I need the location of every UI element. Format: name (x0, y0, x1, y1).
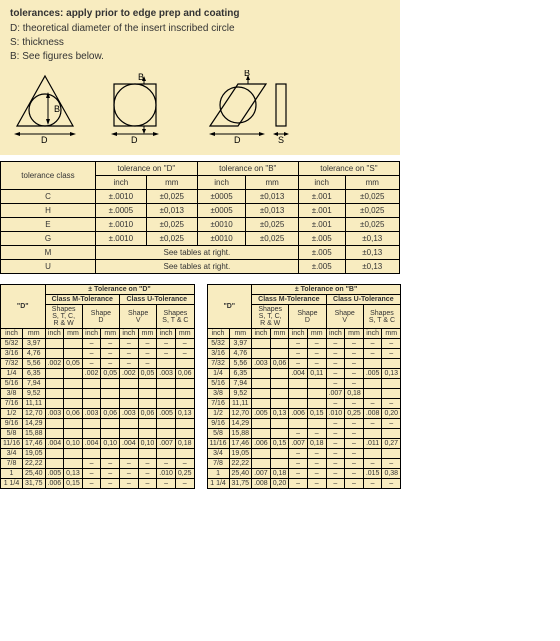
table-row: 125,40.0050,13––––.0100,25 (1, 469, 195, 479)
table-row: H±.0005±0,013±0005±0,013±.001±0,025 (1, 204, 400, 218)
th-unit: mm (146, 176, 197, 190)
table-row: 5/167,94 (1, 379, 195, 389)
th-unit: inch (197, 176, 246, 190)
figure-triangle-icon: B D (10, 70, 80, 145)
table-row: 3/164,76–––––– (207, 349, 401, 359)
tolerance-title: tolerances: apply prior to edge prep and… (10, 8, 390, 19)
table-row: 1 1/431,75.0060,15–––––– (1, 479, 195, 489)
th-unit: inch (298, 176, 345, 190)
table-row: 3/89,52.0070,18 (207, 389, 401, 399)
table-row: 5/815,88–––– (207, 429, 401, 439)
svg-text:S: S (278, 135, 284, 145)
table-row: 1/212,70.0030,06.0030,06.0030,06.0050,13 (1, 409, 195, 419)
svg-text:D: D (234, 135, 241, 145)
note-line-b: B: See figures below. (10, 51, 390, 62)
table-row: 1/46,35.0020,05.0020,05.0030,06 (1, 369, 195, 379)
note-line-s: S: thickness (10, 37, 390, 48)
th-tol-d: tolerance on "D" (95, 162, 197, 176)
note-line-d: D: theoretical diameter of the insert in… (10, 23, 390, 34)
table-row: 3/419,05–––– (207, 449, 401, 459)
svg-text:D: D (41, 135, 48, 145)
table-row: 3/419,05 (1, 449, 195, 459)
th-tol-s: tolerance on "S" (298, 162, 399, 176)
th-unit: mm (246, 176, 298, 190)
table-row: 7/325,56.0030,06–––– (207, 359, 401, 369)
table-row: USee tables at right.±.005±0,13 (1, 260, 400, 274)
table-row: 3/89,52 (1, 389, 195, 399)
table-row: C±.0010±0,025±0005±0,013±.001±0,025 (1, 190, 400, 204)
table-row: 5/323,97–––––– (207, 339, 401, 349)
table-row: 1 1/431,75.0080,20–––––– (207, 479, 401, 489)
table-row: 7/1611,11 (1, 399, 195, 409)
table-row: 7/822,22–––––– (1, 459, 195, 469)
table-row: 5/167,94–– (207, 379, 401, 389)
tolerance-note-box: tolerances: apply prior to edge prep and… (0, 0, 400, 155)
table-row: MSee tables at right.±.005±0,13 (1, 246, 400, 260)
table-row: 125,40.0070,18––––.0150,38 (207, 469, 401, 479)
th-tolerance-class: tolerance class (1, 162, 96, 190)
table-row: 5/323,97–––––– (1, 339, 195, 349)
th-tol-b: tolerance on "B" (197, 162, 298, 176)
tolerance-d-table: "D"± Tolerance on "D"Class M-ToleranceCl… (0, 284, 195, 489)
tolerance-class-table: tolerance class tolerance on "D" toleran… (0, 161, 400, 274)
table-row: 9/1614,29–––– (207, 419, 401, 429)
table-row: E±.0010±0,025±0010±0,025±.001±0,025 (1, 218, 400, 232)
wide-tables-wrap: "D"± Tolerance on "D"Class M-ToleranceCl… (0, 284, 560, 489)
th-unit: mm (345, 176, 399, 190)
table-row: 7/1611,11–––– (207, 399, 401, 409)
th-unit: inch (95, 176, 146, 190)
table-row: 3/164,76–––––– (1, 349, 195, 359)
tolerance-b-table: "D"± Tolerance on "B"Class M-ToleranceCl… (207, 284, 402, 489)
table-row: 1/212,70.0050,13.0060,15.0100,25.0080,20 (207, 409, 401, 419)
table-row: 11/1617,46.0060,15.0070,18––.0110,27 (207, 439, 401, 449)
svg-text:D: D (131, 135, 138, 145)
figure-row: B D B D B D S (10, 70, 390, 145)
svg-text:B: B (244, 70, 250, 78)
table-row: 5/815,88 (1, 429, 195, 439)
table-row: 7/325,56.0020,05–––– (1, 359, 195, 369)
table-row: 11/1617,46.0040,10.0040,10.0040,10.0070,… (1, 439, 195, 449)
table-row: G±.0010±0,025±0010±0,025±.005±0,13 (1, 232, 400, 246)
figure-square-icon: B D (100, 70, 170, 145)
svg-text:B: B (54, 104, 60, 114)
svg-text:B: B (138, 72, 144, 82)
table-row: 1/46,35.0040,11––.0050,13 (207, 369, 401, 379)
table-row: 7/822,22–––––– (207, 459, 401, 469)
figure-rhombus-icon: B D S (190, 70, 300, 145)
table-row: 9/1614,29 (1, 419, 195, 429)
